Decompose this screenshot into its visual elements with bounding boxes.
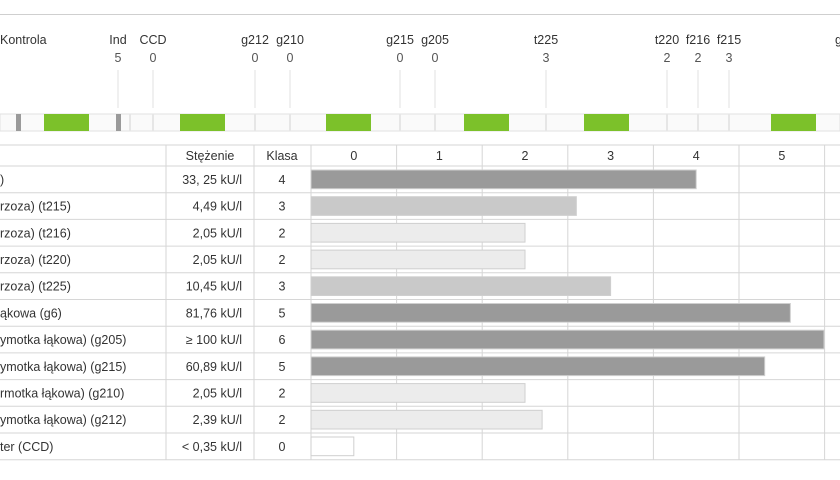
strip-class-CCD: 0 — [150, 51, 157, 65]
row-allergen-label: rmotka łąkowa) (g210) — [0, 386, 124, 400]
strip-band-green — [771, 114, 816, 131]
test-strip — [0, 14, 840, 133]
strip-label-g212: g212 — [241, 33, 269, 47]
bar-4 — [310, 276, 612, 296]
strip-label-g: g — [835, 33, 840, 47]
row-allergen-label: ymotka łąkowa) (g212) — [0, 413, 126, 427]
bar-5 — [310, 303, 791, 323]
strip-class-g212: 0 — [252, 51, 259, 65]
row-class: 2 — [279, 413, 286, 427]
row-allergen-label: ter (CCD) — [0, 440, 53, 454]
strip-label-g210: g210 — [276, 33, 304, 47]
row-allergen-label: rzoza) (t225) — [0, 280, 71, 294]
strip-class-t220: 2 — [664, 51, 671, 65]
strip-band-faint — [666, 114, 668, 131]
x-tick-label: 3 — [607, 149, 614, 163]
bar-7 — [310, 356, 766, 377]
strip-band-green — [584, 114, 629, 131]
strip-class-t225: 3 — [543, 51, 550, 65]
row-concentration: 60,89 kU/l — [186, 360, 242, 374]
row-concentration: 2,05 kU/l — [193, 253, 242, 267]
bar-1 — [310, 196, 577, 216]
row-class: 3 — [279, 280, 286, 294]
row-allergen-label: ) — [0, 173, 4, 187]
header-class: Klasa — [266, 149, 297, 163]
row-class: 5 — [279, 306, 286, 320]
row-concentration: 2,39 kU/l — [193, 413, 242, 427]
strip-band-green — [44, 114, 89, 131]
strip-band-faint — [697, 114, 699, 131]
bar-10 — [310, 436, 355, 457]
header-concentration: Stężenie — [186, 149, 235, 163]
strip-label-CCD: CCD — [139, 33, 166, 47]
strip-label-t225: t225 — [534, 33, 558, 47]
strip-band-green — [180, 114, 225, 131]
strip-band-faint — [399, 114, 401, 131]
strip-band-faint — [289, 114, 291, 131]
strip-band-gray — [116, 114, 121, 131]
row-concentration: 2,05 kU/l — [193, 226, 242, 240]
strip-band-faint — [152, 114, 154, 131]
row-allergen-label: rzoza) (t216) — [0, 226, 71, 240]
row-concentration: 2,05 kU/l — [193, 386, 242, 400]
strip-class-f215: 3 — [726, 51, 733, 65]
row-allergen-label: rzoza) (t220) — [0, 253, 71, 267]
strip-class-Ind: 5 — [115, 51, 122, 65]
bar-9 — [310, 409, 543, 430]
strip-label-t220: t220 — [655, 33, 679, 47]
bar-8 — [310, 383, 526, 403]
row-allergen-label: rzoza) (t215) — [0, 200, 71, 214]
row-class: 2 — [279, 226, 286, 240]
x-tick-label: 0 — [350, 149, 357, 163]
row-class: 0 — [279, 440, 286, 454]
strip-class-g210: 0 — [287, 51, 294, 65]
bar-6 — [310, 329, 825, 350]
strip-graphic: Kontrola Ind 5 CCD 0 g212 0 g210 0 g215 0 g205 0 t225… — [0, 33, 840, 132]
strip-band-faint — [129, 114, 131, 131]
bar-3 — [310, 249, 526, 270]
row-concentration: 4,49 kU/l — [193, 200, 242, 214]
row-concentration: 10,45 kU/l — [186, 280, 242, 294]
strip-band-faint — [728, 114, 730, 131]
x-tick-label: 1 — [436, 149, 443, 163]
row-concentration: 81,76 kU/l — [186, 306, 242, 320]
strip-band-faint — [254, 114, 256, 131]
x-tick-label: 2 — [522, 149, 529, 163]
strip-label-f215: f215 — [717, 33, 741, 47]
strip-band-green — [326, 114, 371, 131]
strip-band-faint — [434, 114, 436, 131]
row-allergen-label: ymotka łąkowa) (g215) — [0, 360, 126, 374]
row-concentration: < 0,35 kU/l — [182, 440, 242, 454]
row-class: 6 — [279, 333, 286, 347]
row-class: 4 — [279, 173, 286, 187]
row-class: 2 — [279, 386, 286, 400]
row-class: 5 — [279, 360, 286, 374]
strip-label-g215: g215 — [386, 33, 414, 47]
strip-label-Ind: Ind — [109, 33, 126, 47]
row-concentration: 33, 25 kU/l — [182, 173, 242, 187]
row-allergen-label: ąkowa (g6) — [0, 306, 62, 320]
strip-class-g205: 0 — [432, 51, 439, 65]
strip-class-f216: 2 — [695, 51, 702, 65]
bar-2 — [310, 222, 526, 243]
x-tick-label: 4 — [693, 149, 700, 163]
strip-class-g215: 0 — [397, 51, 404, 65]
strip-band-gray — [16, 114, 21, 131]
row-class: 3 — [279, 200, 286, 214]
strip-label-g205: g205 — [421, 33, 449, 47]
x-tick-label: 5 — [778, 149, 785, 163]
strip-band-faint — [545, 114, 547, 131]
strip-band-green — [464, 114, 509, 131]
row-concentration: ≥ 100 kU/l — [186, 333, 242, 347]
strip-label-Kontrola: Kontrola — [0, 33, 47, 47]
strip-label-f216: f216 — [686, 33, 710, 47]
row-allergen-label: ymotka łąkowa) (g205) — [0, 333, 126, 347]
row-class: 2 — [279, 253, 286, 267]
bar-0 — [310, 169, 697, 190]
